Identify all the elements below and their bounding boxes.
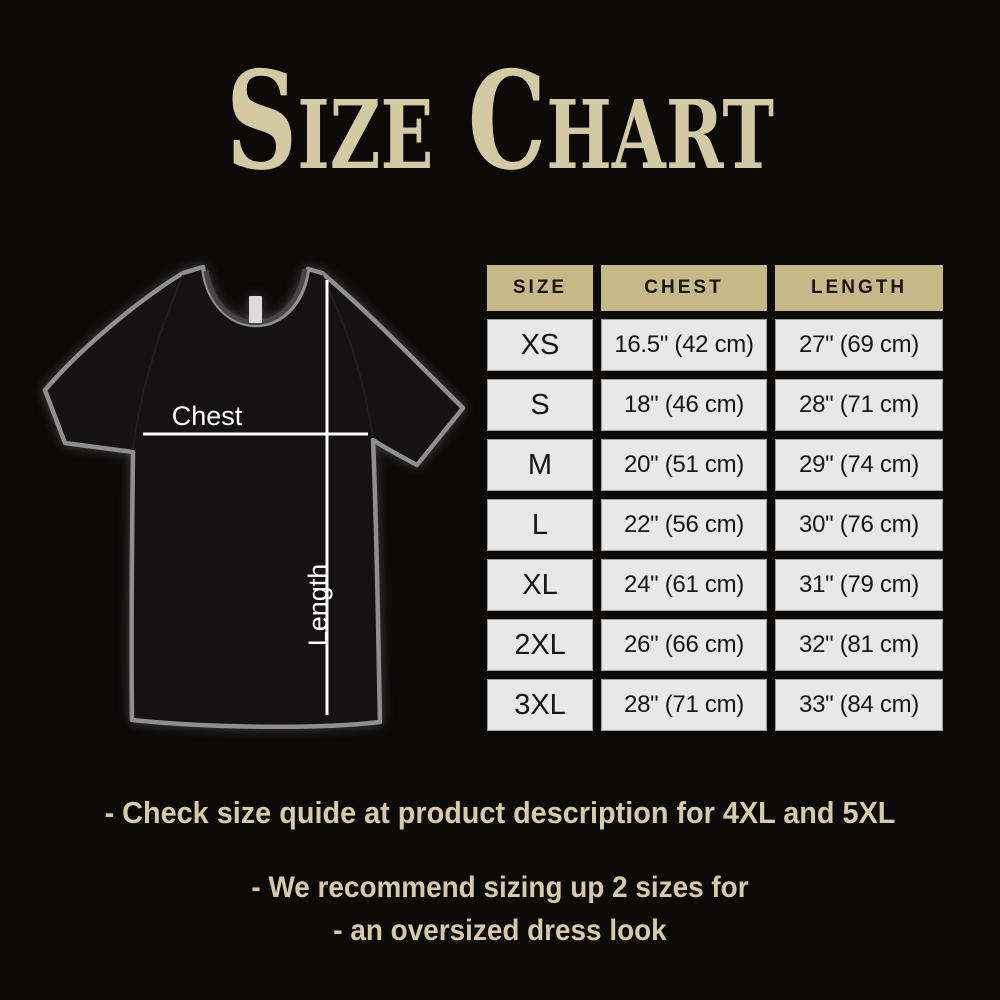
table-cell-chest: 18" (46 cm) (601, 379, 767, 431)
table-cell-chest: 20" (51 cm) (601, 439, 767, 491)
table-cell-length: 33" (84 cm) (775, 679, 943, 731)
note-sizing-up: - We recommend sizing up 2 sizes for (251, 871, 749, 904)
table-cell-chest: 26" (66 cm) (601, 619, 767, 671)
table-cell-length: 32" (81 cm) (775, 619, 943, 671)
table-cell-size: S (487, 379, 593, 431)
tshirt-body (42, 264, 466, 730)
table-cell-length: 31" (79 cm) (775, 559, 943, 611)
table-cell-size: 2XL (487, 619, 593, 671)
tshirt-diagram: Chest Length (42, 264, 466, 730)
table-cell-length: 29" (74 cm) (775, 439, 943, 491)
table-cell-size: XL (487, 559, 593, 611)
note-oversized-look: - an oversized dress look (333, 914, 667, 947)
table-cell-chest: 22" (56 cm) (601, 499, 767, 551)
table-header-length: LENGTH (775, 265, 943, 311)
table-cell-length: 28" (71 cm) (775, 379, 943, 431)
table-cell-size: XS (487, 319, 593, 371)
table-header-size: SIZE (487, 265, 593, 311)
table-cell-chest: 24" (61 cm) (601, 559, 767, 611)
table-header-chest: CHEST (601, 265, 767, 311)
left-sleeve-seam (132, 274, 184, 451)
table-cell-length: 30" (76 cm) (775, 499, 943, 551)
chest-label: Chest (172, 401, 243, 431)
neck-tag (249, 296, 262, 323)
note-4xl-5xl: - Check size quide at product descriptio… (104, 795, 896, 830)
table-cell-size: M (487, 439, 593, 491)
table-cell-length: 27" (69 cm) (775, 319, 943, 371)
page-title-svg: Size Chart (226, 58, 774, 193)
size-table: SIZE CHEST LENGTH XS 16.5" (42 cm) 27" (… (487, 265, 943, 731)
table-cell-size: L (487, 499, 593, 551)
table-cell-chest: 16.5" (42 cm) (601, 319, 767, 371)
table-cell-size: 3XL (487, 679, 593, 731)
table-cell-chest: 28" (71 cm) (601, 679, 767, 731)
right-sleeve-seam (321, 274, 374, 439)
page-title: Size Chart (226, 58, 774, 193)
length-label: Length (303, 564, 333, 647)
